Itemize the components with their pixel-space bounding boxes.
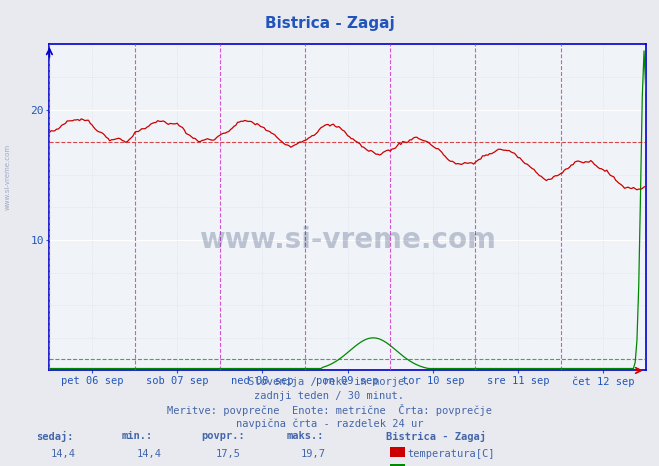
Text: www.si-vreme.com: www.si-vreme.com [5, 144, 11, 210]
Text: 17,5: 17,5 [215, 449, 241, 459]
Text: Meritve: povprečne  Enote: metrične  Črta: povprečje: Meritve: povprečne Enote: metrične Črta:… [167, 404, 492, 417]
Text: temperatura[C]: temperatura[C] [407, 449, 495, 459]
Text: povpr.:: povpr.: [201, 431, 244, 441]
Text: Bistrica - Zagaj: Bistrica - Zagaj [386, 431, 486, 442]
Text: www.si-vreme.com: www.si-vreme.com [199, 226, 496, 254]
Text: Slovenija / reke in morje.: Slovenija / reke in morje. [248, 377, 411, 386]
Text: sedaj:: sedaj: [36, 431, 74, 442]
Text: zadnji teden / 30 minut.: zadnji teden / 30 minut. [254, 391, 405, 400]
Text: Bistrica - Zagaj: Bistrica - Zagaj [265, 16, 394, 31]
Text: min.:: min.: [122, 431, 153, 441]
Text: 14,4: 14,4 [51, 449, 76, 459]
Text: 14,4: 14,4 [136, 449, 161, 459]
Text: navpična črta - razdelek 24 ur: navpična črta - razdelek 24 ur [236, 418, 423, 429]
Text: maks.:: maks.: [287, 431, 324, 441]
Text: 19,7: 19,7 [301, 449, 326, 459]
